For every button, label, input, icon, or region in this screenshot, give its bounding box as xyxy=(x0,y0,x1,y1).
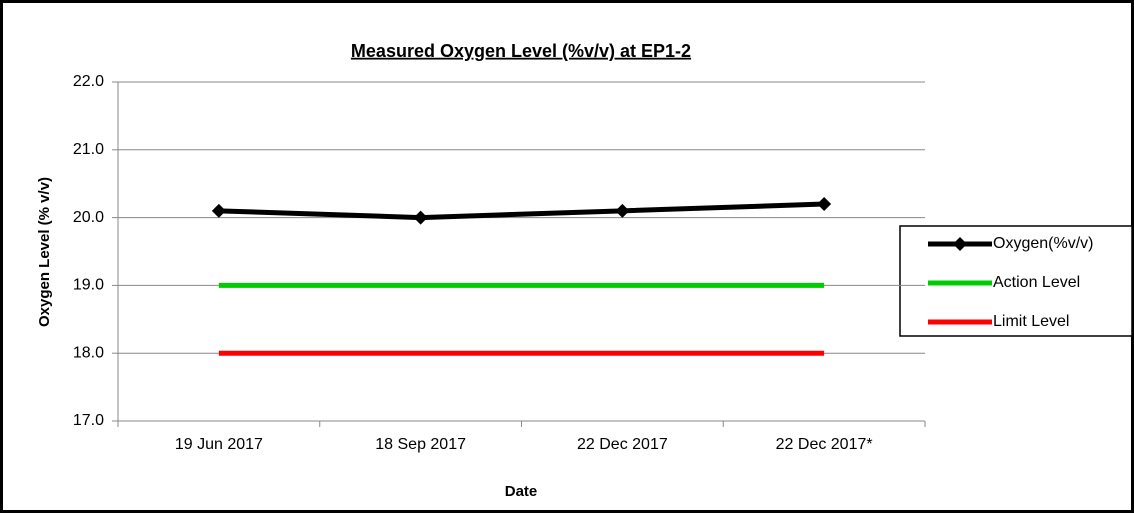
y-axis-title: Oxygen Level (% v/v) xyxy=(36,177,53,327)
x-tick-label: 22 Dec 2017* xyxy=(776,436,873,453)
x-tick-label: 19 Jun 2017 xyxy=(175,436,263,453)
legend-label: Action Level xyxy=(993,274,1080,291)
legend-label: Oxygen(%v/v) xyxy=(993,235,1093,252)
data-point xyxy=(413,210,428,225)
legend-marker xyxy=(953,237,967,251)
y-tick-label: 21.0 xyxy=(73,141,104,158)
y-tick-label: 17.0 xyxy=(73,412,104,429)
legend-label: Limit Level xyxy=(993,313,1069,330)
series-line xyxy=(218,201,825,221)
x-tick-label: 18 Sep 2017 xyxy=(375,436,466,453)
y-tick-label: 19.0 xyxy=(73,277,104,294)
data-point xyxy=(817,197,832,212)
x-tick-label: 22 Dec 2017 xyxy=(577,436,668,453)
data-point xyxy=(211,203,226,218)
y-tick-label: 22.0 xyxy=(73,73,104,90)
x-axis-title: Date xyxy=(505,483,538,500)
y-tick-label: 20.0 xyxy=(73,209,104,226)
chart-title: Measured Oxygen Level (%v/v) at EP1-2 xyxy=(351,41,691,61)
data-point xyxy=(615,203,630,218)
y-tick-label: 18.0 xyxy=(73,344,104,361)
